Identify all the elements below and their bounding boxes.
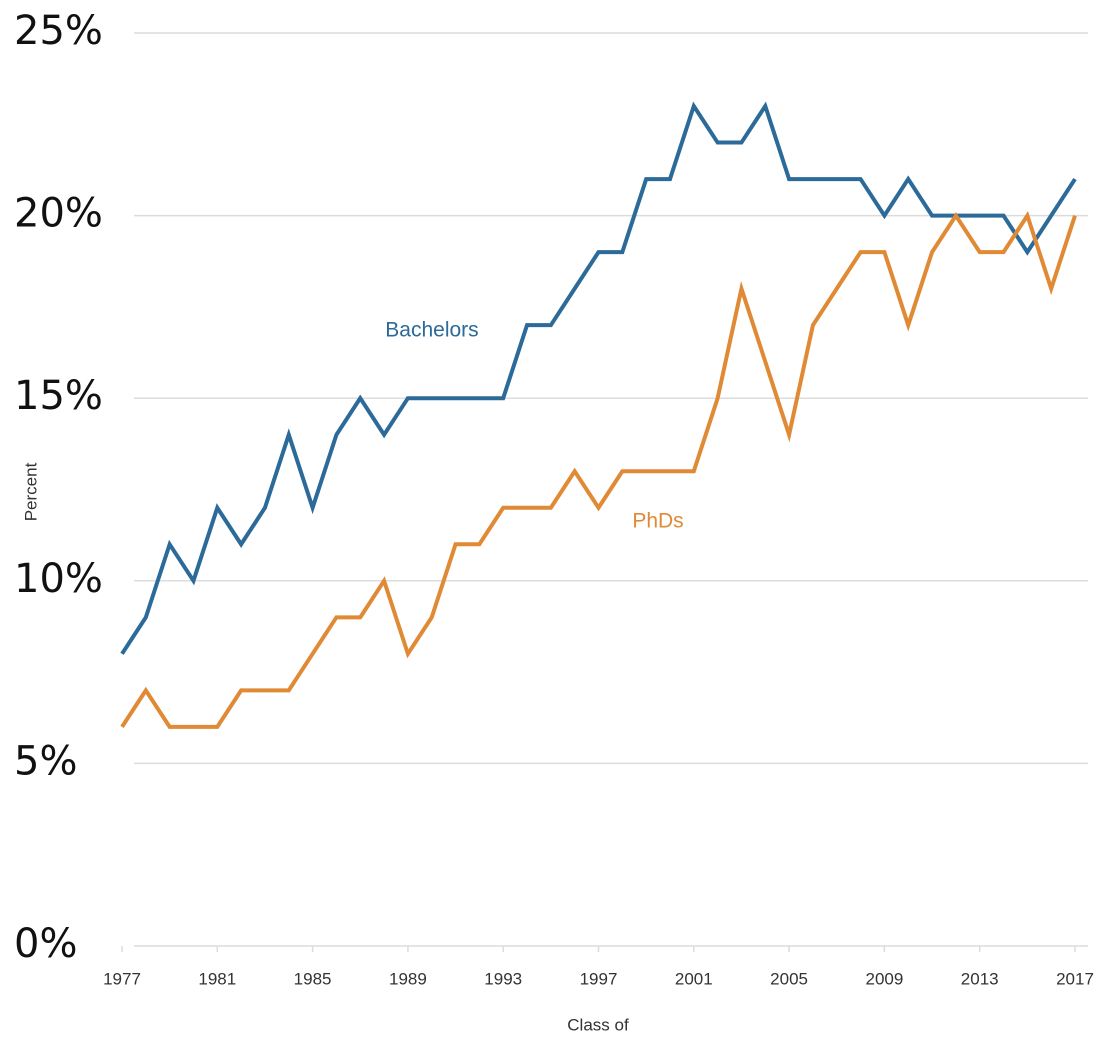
x-tick-label: 2017 bbox=[1056, 969, 1094, 988]
x-tick-label: 1977 bbox=[103, 969, 141, 988]
x-tick-label: 1993 bbox=[484, 969, 522, 988]
y-tick-label: 25% bbox=[14, 8, 103, 54]
y-tick-label: 10% bbox=[14, 556, 103, 602]
y-tick-label: 5% bbox=[14, 738, 77, 784]
x-tick-label: 1985 bbox=[294, 969, 332, 988]
series-label: PhDs bbox=[632, 510, 683, 533]
x-tick-label: 2009 bbox=[865, 969, 903, 988]
x-axis-label: Class of bbox=[567, 1015, 629, 1034]
x-tick-label: 2001 bbox=[675, 969, 713, 988]
y-tick-label: 20% bbox=[14, 191, 103, 237]
data-line bbox=[120, 211, 1077, 729]
x-tick-label: 1989 bbox=[389, 969, 427, 988]
y-tick-label: 0% bbox=[14, 921, 77, 967]
x-tick-label: 1981 bbox=[198, 969, 236, 988]
y-tick-label: 15% bbox=[14, 373, 103, 419]
x-tick-label: 2005 bbox=[770, 969, 808, 988]
x-tick-label: 1997 bbox=[580, 969, 618, 988]
series-label: Bachelors bbox=[385, 319, 478, 342]
y-axis-label: Percent bbox=[21, 462, 40, 521]
x-tick-label: 2013 bbox=[961, 969, 999, 988]
data-line bbox=[120, 101, 1077, 655]
